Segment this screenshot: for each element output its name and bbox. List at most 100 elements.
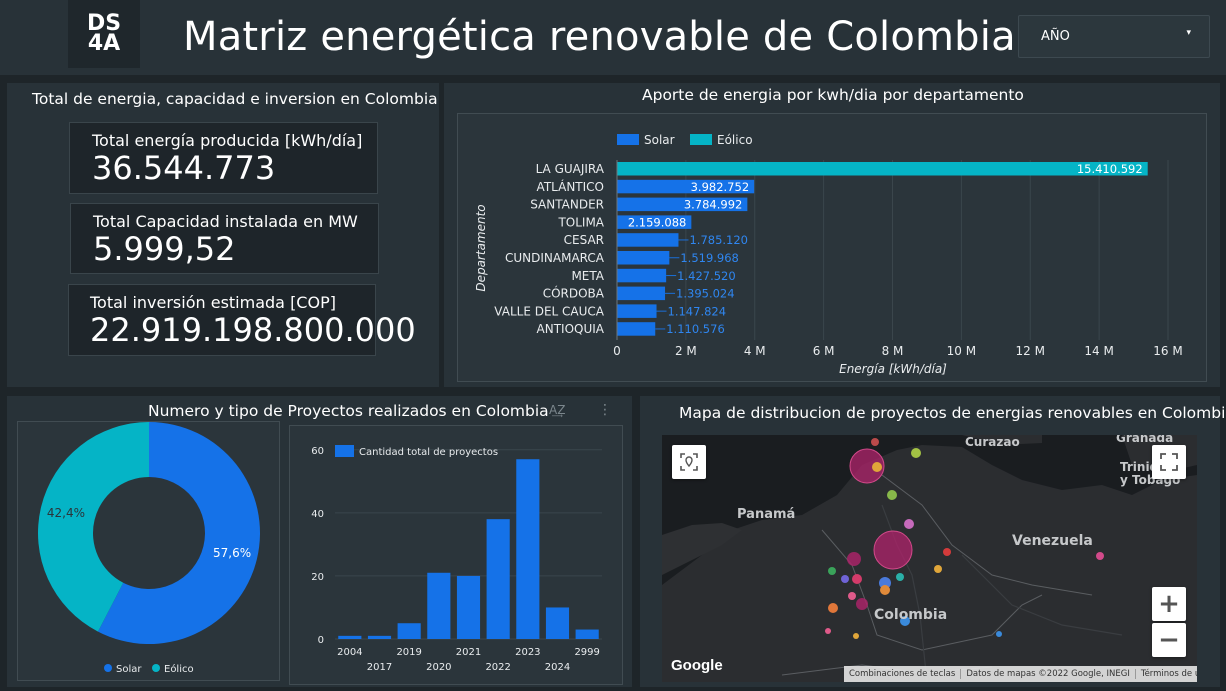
x-tick-label: 2999	[574, 647, 599, 658]
value-label: 1.147.824	[668, 304, 727, 318]
google-logo: Google	[671, 657, 723, 674]
legend-label: Cantidad total de proyectos	[359, 447, 498, 458]
x-tick-label: 2017	[367, 662, 392, 673]
kpi-card-energy: Total energía producida [kWh/día] 36.544…	[69, 122, 378, 194]
value-label: 1.395.024	[676, 287, 735, 301]
chevron-down-icon: ▾	[1186, 28, 1191, 38]
energy-chart-title: Aporte de energia por kwh/dia por depart…	[642, 86, 1024, 104]
x-tick-label: 14 M	[1084, 344, 1113, 358]
map-label-venezuela: Venezuela	[1012, 533, 1093, 549]
bar	[617, 304, 657, 318]
x-tick-label: 2 M	[675, 344, 697, 358]
category-label: VALLE DEL CAUCA	[494, 304, 604, 318]
map-label-colombia: Colombia	[874, 607, 948, 623]
x-tick-label: 2004	[337, 647, 362, 658]
page-title: Matriz energética renovable de Colombia	[183, 14, 1016, 60]
bar	[617, 215, 692, 229]
bar	[617, 233, 679, 247]
y-tick-label: 40	[311, 509, 324, 520]
map-attribution-bar: Combinaciones de teclas Datos de mapas ©…	[844, 666, 1197, 682]
y-tick-label: 0	[318, 635, 324, 646]
bar	[617, 179, 755, 194]
locate-icon[interactable]	[672, 445, 706, 479]
x-tick-label: 2022	[485, 662, 510, 673]
project-markers[interactable]	[825, 438, 1104, 639]
bar	[456, 575, 481, 639]
y-tick-label: 60	[311, 446, 324, 457]
bar	[545, 607, 570, 639]
projects-title: Numero y tipo de Proyectos realizados en…	[148, 402, 549, 420]
x-tick-label: 2021	[456, 647, 481, 658]
value-label: 3.784.992	[684, 198, 743, 212]
value-label: 3.982.752	[691, 180, 750, 194]
legend-dot	[152, 664, 160, 672]
bar	[338, 635, 362, 639]
value-label: 2.159.088	[628, 215, 687, 229]
x-tick-label: 2020	[426, 662, 451, 673]
category-label: CESAR	[564, 233, 604, 247]
bar	[397, 623, 421, 639]
map-label-curazao: Curazao	[965, 435, 1020, 449]
kpi-energy-label: Total energía producida [kWh/día]	[92, 131, 363, 150]
map-title: Mapa de distribucion de proyectos de ene…	[679, 404, 1226, 422]
zoom-in-button[interactable]: +	[1152, 587, 1186, 621]
zoom-out-button[interactable]: −	[1152, 623, 1186, 657]
category-label: TOLIMA	[557, 215, 604, 229]
value-label: 1.519.968	[680, 251, 739, 265]
year-filter-label: AÑO	[1041, 29, 1070, 44]
kpi-card-capacity: Total Capacidad instalada en MW 5.999,52	[70, 203, 379, 274]
kpi-investment-label: Total inversión estimada [COP]	[90, 293, 336, 312]
legend-label: Eólico	[164, 663, 194, 675]
energy-bar-chart: 0 2 M 4 M 6 M 8 M 10 M 12 M 14 M 16 M Solar Eólico…	[474, 133, 1183, 376]
sort-icon[interactable]: A͢Z	[549, 403, 566, 417]
year-filter-dropdown[interactable]: AÑO ▾	[1018, 15, 1210, 58]
logo-line-2: 4A	[87, 31, 121, 56]
slice-label: 57,6%	[213, 546, 251, 560]
project-type-donut-chart: 57,6% 42,4% Solar Eólico	[37, 422, 260, 675]
x-tick-label: 2023	[515, 647, 540, 658]
legend-dot	[104, 664, 112, 672]
category-label: ANTIOQUIA	[537, 322, 605, 336]
fullscreen-icon[interactable]	[1152, 445, 1186, 479]
bar	[617, 251, 670, 265]
value-label: 15.410.592	[1077, 162, 1143, 176]
x-tick-label: 8 M	[882, 344, 904, 358]
legend-swatch-eolico	[690, 134, 712, 145]
x-axis-title: Energía [kWh/día]	[839, 362, 947, 376]
bar	[617, 162, 1148, 176]
bar	[617, 322, 656, 336]
category-label: LA GUAJIRA	[536, 162, 605, 176]
project-type-pie-box: 57,6% 42,4% Solar Eólico	[17, 421, 280, 681]
bar	[575, 629, 599, 639]
donut-slice-eolico	[37, 422, 149, 632]
legend-label: Eólico	[717, 133, 753, 147]
x-tick-label: 0	[613, 344, 621, 358]
x-tick-label: 10 M	[947, 344, 976, 358]
bar	[617, 268, 667, 283]
y-tick-label: 20	[311, 572, 324, 583]
ds4a-logo: DS 4A	[68, 0, 140, 68]
category-label: ATLÁNTICO	[537, 179, 604, 194]
kpi-capacity-value: 5.999,52	[93, 230, 236, 268]
projects-per-year-chart: 0 20 40 60 Cantidad total de proyectos 2004 20…	[311, 445, 602, 673]
x-tick-label: 12 M	[1016, 344, 1045, 358]
donut-slice-solar	[97, 422, 260, 644]
legend-label: Solar	[116, 664, 142, 675]
terms-link[interactable]: Términos de uso	[1140, 669, 1197, 679]
bar	[516, 459, 540, 639]
kpi-capacity-label: Total Capacidad instalada en MW	[93, 212, 358, 231]
x-tick-label: 4 M	[744, 344, 766, 358]
bar	[617, 286, 666, 301]
more-options-icon[interactable]: ⋮	[598, 402, 612, 418]
kpi-energy-value: 36.544.773	[92, 149, 276, 187]
project-map[interactable]: Curazao Granada Trinidad y Tobago Panamá…	[662, 435, 1197, 682]
value-label: 1.110.576	[666, 322, 725, 336]
value-label: 1.427.520	[677, 269, 736, 283]
kpi-investment-value: 22.919.198.800.000	[90, 311, 416, 349]
projects-per-year-box: 0 20 40 60 Cantidad total de proyectos 2004 20…	[289, 425, 623, 685]
x-tick-label: 16 M	[1153, 344, 1182, 358]
slice-label: 42,4%	[47, 506, 85, 520]
logo-line-1: DS	[86, 11, 122, 36]
keyboard-shortcuts-link[interactable]: Combinaciones de teclas	[844, 669, 962, 679]
category-label: META	[571, 269, 604, 283]
